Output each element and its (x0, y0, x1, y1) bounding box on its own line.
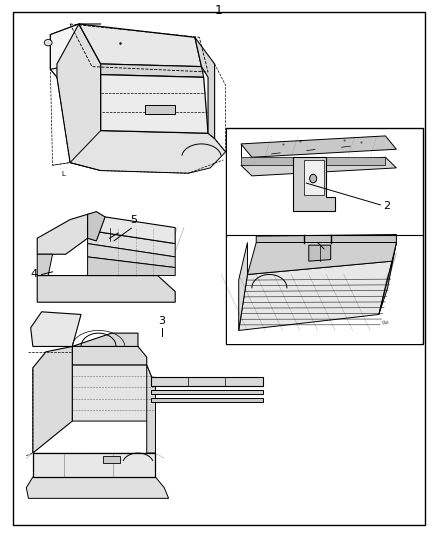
Polygon shape (88, 230, 175, 257)
Polygon shape (37, 254, 53, 276)
Text: Rа: Rа (381, 319, 389, 326)
Polygon shape (72, 333, 138, 346)
Polygon shape (293, 157, 335, 211)
Text: 2: 2 (383, 201, 390, 211)
Bar (227, 130, 421, 236)
Polygon shape (31, 312, 81, 346)
Text: 5: 5 (130, 215, 137, 225)
Bar (226, 128, 423, 344)
Bar (227, 238, 421, 344)
Polygon shape (309, 245, 331, 261)
Polygon shape (239, 243, 247, 330)
Polygon shape (195, 37, 215, 139)
Polygon shape (72, 365, 155, 421)
Polygon shape (247, 243, 396, 274)
Polygon shape (37, 276, 175, 302)
Polygon shape (147, 365, 155, 453)
Bar (145, 105, 175, 114)
Text: 1: 1 (215, 4, 223, 17)
Polygon shape (241, 157, 385, 165)
Polygon shape (88, 244, 175, 268)
Text: 3: 3 (159, 316, 166, 326)
Polygon shape (37, 214, 88, 254)
Polygon shape (57, 24, 101, 171)
Text: 4: 4 (30, 270, 37, 279)
Bar (103, 456, 120, 463)
Polygon shape (70, 131, 226, 173)
Polygon shape (88, 214, 175, 244)
Polygon shape (239, 261, 392, 330)
Polygon shape (33, 346, 72, 453)
Polygon shape (256, 235, 396, 243)
Polygon shape (50, 24, 79, 69)
Polygon shape (379, 243, 396, 314)
Bar (151, 398, 263, 402)
Polygon shape (72, 346, 147, 365)
Polygon shape (241, 136, 396, 157)
Polygon shape (304, 160, 324, 195)
Bar (151, 377, 263, 386)
Bar (151, 390, 263, 394)
Polygon shape (88, 257, 175, 276)
Polygon shape (101, 64, 204, 77)
Polygon shape (79, 24, 201, 67)
Polygon shape (26, 477, 169, 498)
Polygon shape (88, 212, 105, 241)
Ellipse shape (44, 39, 52, 46)
Polygon shape (33, 453, 155, 477)
Circle shape (310, 174, 317, 183)
Polygon shape (241, 157, 396, 176)
Polygon shape (101, 75, 208, 133)
Text: L: L (61, 171, 65, 176)
